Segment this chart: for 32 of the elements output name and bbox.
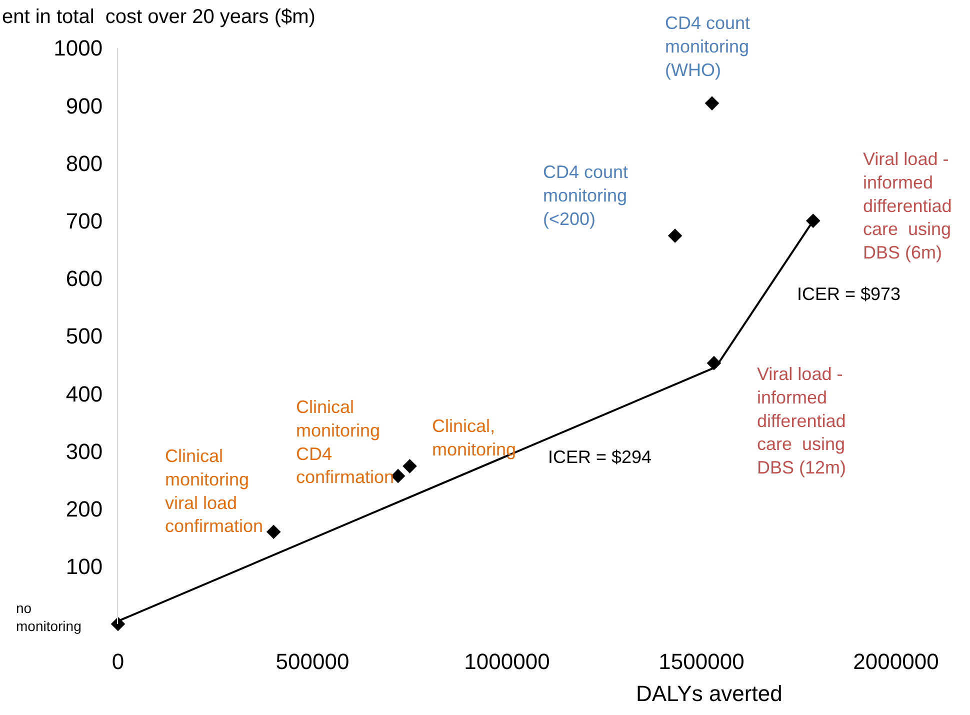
y-tick-label: 800	[66, 150, 103, 176]
x-tick-label: 500000	[276, 649, 350, 674]
y-tick-label: 900	[66, 93, 103, 118]
y-tick-label: 600	[66, 266, 103, 292]
x-tick-label: 1500000	[658, 649, 744, 674]
annotation: Viral load - informed differentiad care using DBS (12m)	[757, 364, 846, 478]
x-tick-label: 2000000	[853, 649, 939, 674]
annotation: ICER = $294	[548, 447, 652, 467]
annotation: CD4 count monitoring (WHO)	[665, 13, 750, 80]
point	[704, 96, 720, 110]
y-tick-label: 1000	[54, 36, 103, 61]
y-tick-label: 100	[66, 554, 103, 580]
annotation: CD4 count monitoring (<200)	[543, 162, 628, 229]
x-tick-label: 1000000	[464, 649, 550, 674]
y-tick-label: 700	[66, 208, 103, 234]
point	[668, 228, 682, 243]
x-tick-label: 0	[112, 649, 124, 674]
y-tick-label: 200	[66, 496, 103, 522]
y-tick-label: 400	[66, 381, 103, 406]
annotation: Clinical monitoring CD4 confirmation	[296, 397, 394, 488]
y-tick-label: 500	[66, 324, 103, 349]
x-axis-title: DALYs averted	[636, 681, 782, 706]
annotation: Clinical monitoring viral load confirmation	[165, 446, 264, 536]
point	[266, 524, 281, 539]
y-axis-title: ent in total cost over 20 years ($m)	[2, 6, 316, 28]
y-tick-label: 300	[66, 438, 103, 464]
point	[110, 616, 126, 632]
point	[402, 459, 417, 474]
annotation: ICER = $973	[797, 284, 901, 304]
annotation: Viral load - informed differentiad care using DBS (6m)	[863, 149, 952, 263]
annotation: Clinical, monitoring	[432, 416, 516, 460]
annotation: no monitoring	[16, 600, 82, 634]
